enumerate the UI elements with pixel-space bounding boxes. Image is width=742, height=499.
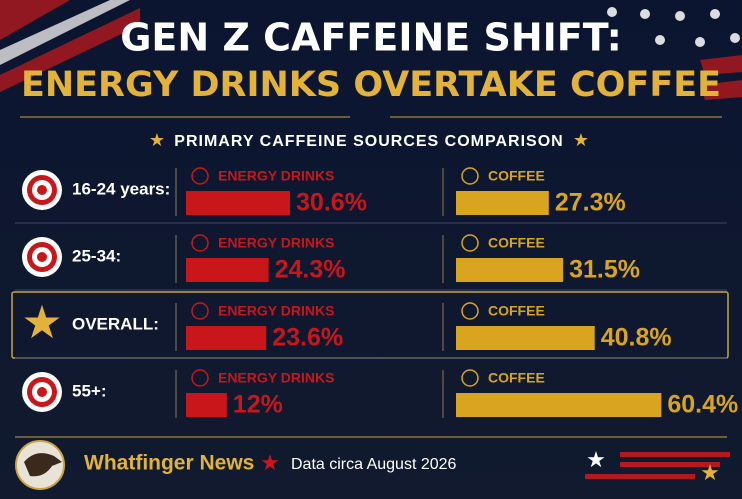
bar: [186, 258, 269, 282]
svg-text:★: ★: [586, 447, 606, 472]
series-label: COFFEE: [488, 370, 545, 386]
row-label: 16-24 years:: [72, 179, 170, 198]
star-decor: [607, 7, 740, 47]
bar: [456, 326, 595, 350]
series-icon: [191, 167, 209, 185]
series-icon: [461, 234, 479, 252]
bar: [456, 191, 549, 215]
series-icon: [461, 369, 479, 387]
note: Data circa August 2026: [291, 456, 457, 473]
value-label: 40.8%: [601, 324, 672, 352]
footer-decor: ★ ★: [585, 447, 730, 485]
target-icon: [37, 387, 47, 397]
value-label: 27.3%: [555, 189, 626, 217]
chart-title: GEN Z CAFFEINE SHIFT:: [120, 16, 622, 60]
chart-subtitle: ENERGY DRINKS OVERTAKE COFFEE: [21, 65, 721, 105]
series-icon: [461, 302, 479, 320]
value-label: 30.6%: [296, 189, 367, 217]
flag-decor: [0, 0, 742, 100]
section-heading: PRIMARY CAFFEINE SOURCES COMPARISON: [174, 133, 563, 150]
source: Whatfinger News: [84, 452, 254, 475]
series-label: COFFEE: [488, 303, 545, 319]
series-label: ENERGY DRINKS: [218, 235, 334, 251]
series-label: COFFEE: [488, 235, 545, 251]
target-icon: [37, 185, 47, 195]
row-label: 55+:: [72, 381, 107, 400]
series-icon: [191, 369, 209, 387]
series-icon: [191, 234, 209, 252]
value-label: 23.6%: [272, 324, 343, 352]
row-label: OVERALL:: [72, 314, 159, 333]
star-icon: ★: [21, 296, 62, 348]
row-label: 25-34:: [72, 246, 121, 265]
value-label: 31.5%: [569, 256, 640, 284]
svg-text:★: ★: [700, 460, 720, 485]
value-label: 24.3%: [275, 256, 346, 284]
star-icon: ★: [260, 450, 280, 475]
bar: [456, 258, 564, 282]
star-icon: ★: [149, 130, 165, 150]
series-icon: [461, 167, 479, 185]
star-icon: ★: [573, 130, 589, 150]
series-label: COFFEE: [488, 168, 545, 184]
bar: [186, 393, 227, 417]
value-label: 60.4%: [667, 391, 738, 419]
series-label: ENERGY DRINKS: [218, 370, 334, 386]
series-icon: [191, 302, 209, 320]
bar: [186, 191, 291, 215]
series-label: ENERGY DRINKS: [218, 168, 334, 184]
series-label: ENERGY DRINKS: [218, 303, 334, 319]
bar: [456, 393, 662, 417]
target-icon: [37, 252, 47, 262]
value-label: 12%: [233, 391, 283, 419]
bar: [186, 326, 267, 350]
eagle-head: [24, 453, 62, 477]
